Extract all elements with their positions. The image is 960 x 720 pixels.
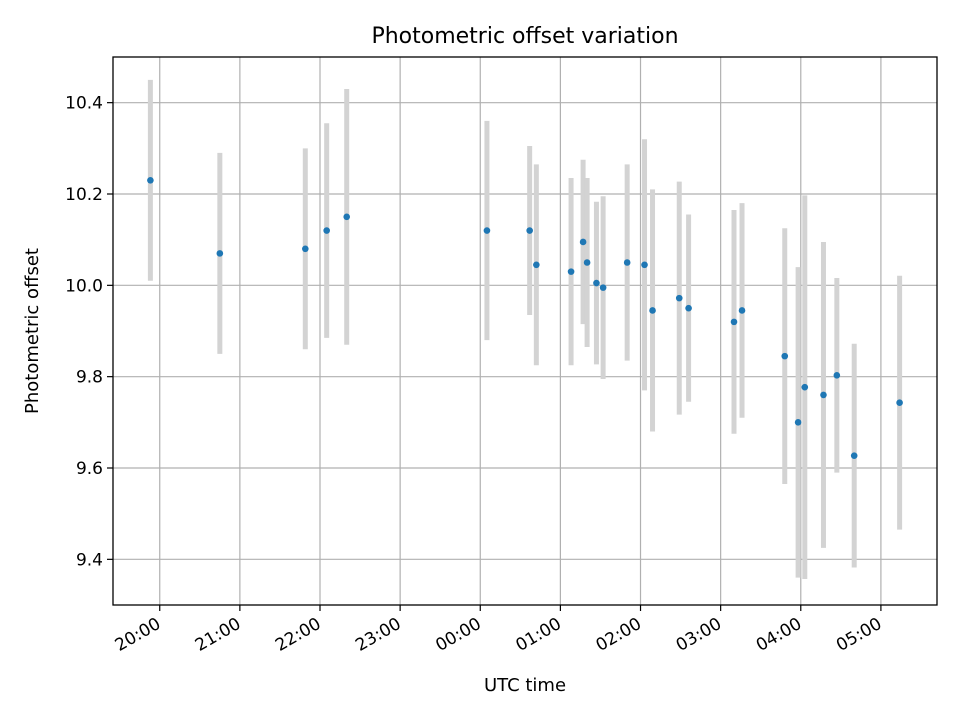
data-point <box>593 279 600 287</box>
data-point <box>801 383 809 391</box>
data-point <box>567 268 575 275</box>
x-tick-label: 03:00 <box>673 614 725 656</box>
data-point <box>641 261 648 269</box>
plot-frame <box>112 56 938 606</box>
data-point <box>216 250 224 257</box>
data-point <box>896 399 903 406</box>
x-tick-label: 22:00 <box>272 614 324 656</box>
data-point <box>675 294 683 302</box>
data-point <box>649 307 656 314</box>
data-point <box>343 213 351 221</box>
y-tick-label: 10.2 <box>65 185 103 205</box>
data-point <box>781 352 789 360</box>
y-tick-label: 9.8 <box>76 368 103 388</box>
y-tick-label: 10.0 <box>65 276 103 296</box>
data-point <box>583 259 591 266</box>
x-axis-label: UTC time <box>484 675 566 696</box>
chart-title: Photometric offset variation <box>371 24 678 49</box>
data-point <box>323 227 330 234</box>
x-tick-label: 01:00 <box>512 614 564 656</box>
grid <box>113 57 937 605</box>
data-point <box>685 304 692 312</box>
x-tick-label: 02:00 <box>593 614 645 656</box>
data-point <box>483 227 491 234</box>
data-point <box>820 391 827 399</box>
data-point <box>579 238 587 246</box>
data-point <box>738 307 746 314</box>
data-point <box>599 284 607 291</box>
y-axis-label: Photometric offset <box>22 248 43 414</box>
x-tick-label: 23:00 <box>352 614 404 656</box>
x-tick-label: 04:00 <box>753 614 805 656</box>
y-tick-label: 9.6 <box>76 459 103 479</box>
data-point <box>833 371 841 379</box>
data-points <box>147 177 903 459</box>
data-point <box>302 245 309 253</box>
data-point <box>730 318 738 326</box>
y-tick-label: 10.4 <box>65 94 103 114</box>
data-point <box>533 261 540 269</box>
x-tick-label: 20:00 <box>112 614 164 656</box>
data-point <box>623 259 631 266</box>
x-tick-label: 00:00 <box>432 614 484 656</box>
axis-ticks: 20:00 21:00 22:00 23:00 00:00 01:00 02:00 03:00… <box>65 94 885 656</box>
data-point <box>850 452 858 459</box>
x-tick-label: 21:00 <box>192 614 244 656</box>
data-point <box>794 419 802 426</box>
data-point <box>526 227 533 234</box>
y-tick-label: 9.4 <box>76 550 103 570</box>
error-bars <box>147 79 903 579</box>
data-point <box>147 177 154 184</box>
x-tick-label: 05:00 <box>833 614 885 656</box>
